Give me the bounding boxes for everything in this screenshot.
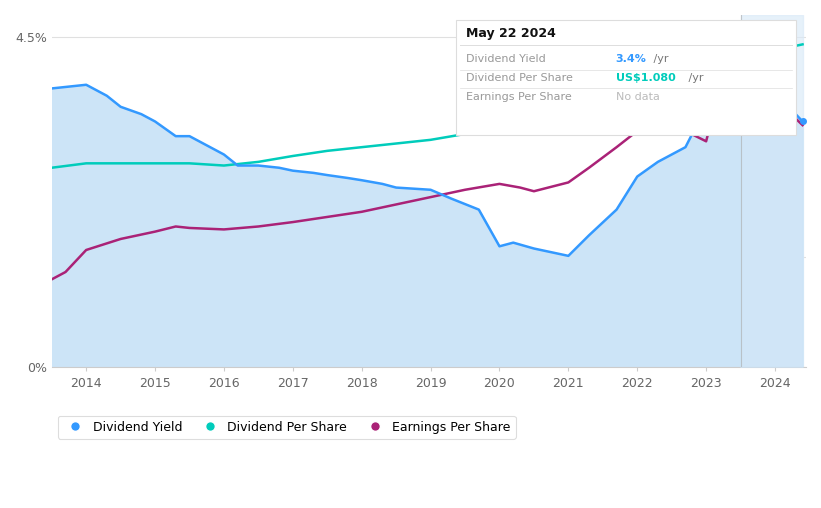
Text: Dividend Yield: Dividend Yield — [466, 54, 546, 65]
Text: May 22 2024: May 22 2024 — [466, 26, 556, 40]
Text: Dividend Per Share: Dividend Per Share — [466, 73, 573, 83]
Text: /yr: /yr — [650, 54, 669, 65]
Text: No data: No data — [616, 92, 659, 102]
Text: Past: Past — [746, 50, 773, 64]
Text: /yr: /yr — [685, 73, 704, 83]
Text: 3.4%: 3.4% — [616, 54, 647, 65]
Text: US$1.080: US$1.080 — [616, 73, 676, 83]
Text: Earnings Per Share: Earnings Per Share — [466, 92, 572, 102]
Legend: Dividend Yield, Dividend Per Share, Earnings Per Share: Dividend Yield, Dividend Per Share, Earn… — [58, 416, 516, 439]
